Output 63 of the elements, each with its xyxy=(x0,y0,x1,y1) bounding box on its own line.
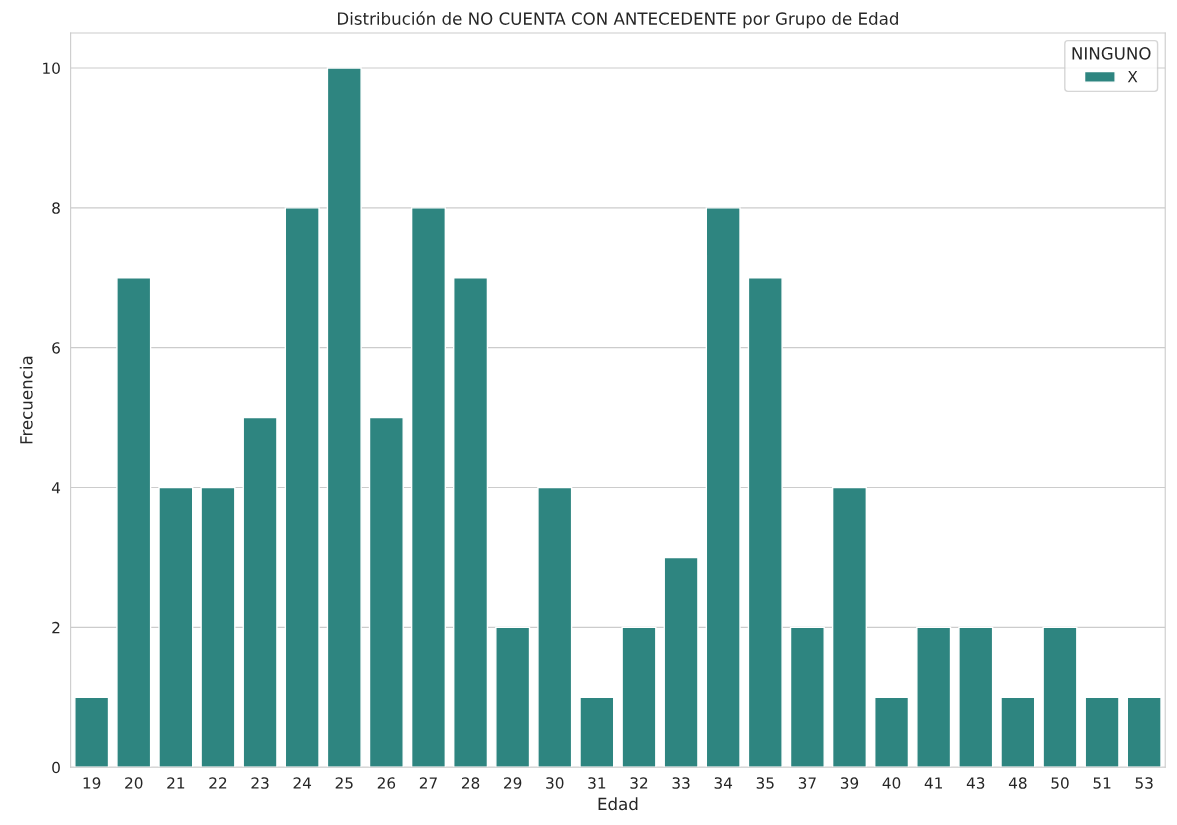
bar xyxy=(368,416,404,768)
bar xyxy=(453,277,489,768)
legend-title: NINGUNO xyxy=(1072,47,1151,60)
x-tick-label: 33 xyxy=(672,777,690,789)
y-tick-label: 4 xyxy=(51,482,61,494)
x-tick-label: 43 xyxy=(966,777,985,789)
y-tick-label: 10 xyxy=(43,62,60,74)
bar xyxy=(200,486,236,768)
bar xyxy=(284,207,320,768)
bar xyxy=(1084,696,1120,768)
x-tick-label: 37 xyxy=(798,777,816,789)
x-tick-label: 26 xyxy=(377,777,396,789)
bar xyxy=(326,67,362,768)
bar xyxy=(410,207,447,768)
bar xyxy=(621,626,657,768)
x-tick-label: 24 xyxy=(293,777,312,789)
y-axis-title: Frecuencia xyxy=(19,356,33,444)
x-axis-title: Edad xyxy=(598,797,638,811)
bar xyxy=(789,626,825,768)
x-tick-label: 50 xyxy=(1051,777,1069,789)
x-tick-label: 53 xyxy=(1135,777,1153,789)
y-tick-label: 0 xyxy=(52,761,60,774)
x-tick-label: 35 xyxy=(756,777,774,789)
x-tick-label: 48 xyxy=(1008,777,1027,789)
x-tick-label: 31 xyxy=(588,777,606,789)
x-tick-label: 39 xyxy=(840,777,859,789)
x-tick-label: 29 xyxy=(504,777,522,789)
y-tick-label: 2 xyxy=(52,621,60,634)
bar xyxy=(158,486,194,768)
bar xyxy=(579,696,615,768)
x-tick-label: 27 xyxy=(419,777,437,789)
x-tick-label: 21 xyxy=(167,777,185,789)
bar xyxy=(958,626,994,768)
bar xyxy=(1042,626,1078,768)
bar xyxy=(874,696,910,768)
bar xyxy=(916,626,952,768)
bar xyxy=(663,556,699,768)
x-tick-label: 19 xyxy=(83,777,101,789)
bar xyxy=(242,416,278,768)
bar xyxy=(537,486,573,768)
legend-label: X xyxy=(1127,70,1138,83)
x-tick-label: 22 xyxy=(209,777,227,789)
x-tick-label: 40 xyxy=(882,777,901,789)
y-tick-label: 6 xyxy=(52,342,60,354)
x-tick-label: 34 xyxy=(714,777,733,789)
x-tick-label: 30 xyxy=(546,777,564,789)
x-tick-label: 25 xyxy=(335,777,353,789)
bar xyxy=(831,486,868,768)
x-tick-label: 32 xyxy=(630,777,648,789)
x-tick-label: 41 xyxy=(924,777,942,789)
x-tick-label: 28 xyxy=(461,777,480,789)
bar xyxy=(74,696,110,768)
bar xyxy=(1000,696,1036,768)
bar xyxy=(116,277,152,768)
x-tick-label: 23 xyxy=(251,777,269,789)
bar xyxy=(705,207,741,768)
bar xyxy=(495,626,531,768)
bar xyxy=(747,277,783,768)
y-tick-label: 8 xyxy=(52,202,60,214)
bar xyxy=(1126,696,1162,768)
x-tick-label: 51 xyxy=(1093,777,1111,789)
x-tick-label: 20 xyxy=(125,777,143,789)
chart-title: Distribución de NO CUENTA CON ANTECEDENTE por Grupo de Edad xyxy=(338,11,898,29)
